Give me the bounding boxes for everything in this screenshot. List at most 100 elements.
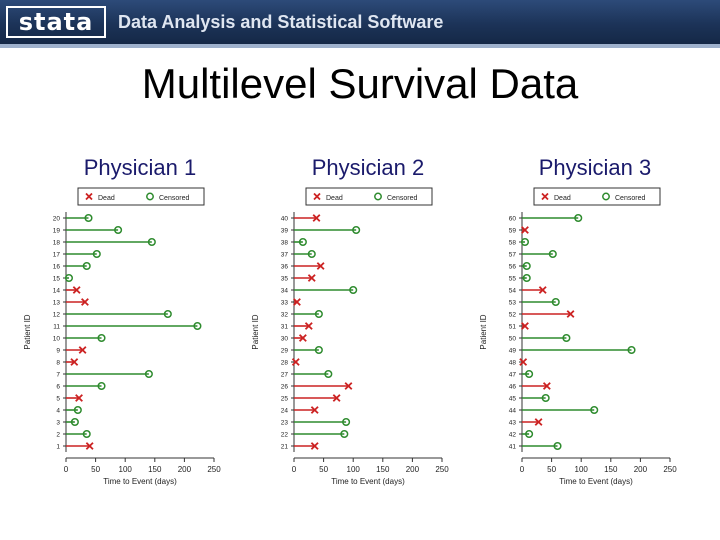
p2-x-axis-label: Time to Event (days) bbox=[331, 477, 405, 486]
p3-patient-54-dead-marker bbox=[538, 286, 547, 294]
p2-y-tick-label-26: 26 bbox=[281, 384, 289, 391]
p3-y-tick-label-42: 42 bbox=[509, 432, 517, 439]
p2-patient-33-dead-marker bbox=[293, 298, 301, 306]
p2-patient-39-censored-marker bbox=[352, 225, 361, 235]
p2-patient-25-dead-marker bbox=[332, 394, 341, 402]
p3-y-tick-label-50: 50 bbox=[509, 336, 517, 343]
p2-y-tick-label-27: 27 bbox=[281, 372, 289, 379]
p2-patient-28-dead-marker bbox=[291, 358, 300, 366]
p3-x-tick-label-0: 0 bbox=[520, 465, 525, 474]
p2-patient-40-dead-marker bbox=[312, 214, 321, 222]
p2-y-tick-label-34: 34 bbox=[281, 288, 289, 295]
p3-x-tick-label-5: 250 bbox=[663, 465, 677, 474]
slide-title: Multilevel Survival Data bbox=[141, 60, 579, 107]
p2-x-tick-label-4: 200 bbox=[406, 465, 420, 474]
p3-patient-51-dead-marker-stroke-b bbox=[521, 322, 529, 330]
p3-patient-47-censored-marker bbox=[525, 369, 534, 379]
p1-x-tick-label-5: 250 bbox=[207, 465, 221, 474]
p3-patient-53-censored-marker bbox=[551, 297, 560, 307]
p1-y-tick-label-7: 7 bbox=[56, 372, 60, 379]
p3-patient-45-censored-marker bbox=[541, 393, 550, 403]
p1-x-tick-label-3: 150 bbox=[148, 465, 162, 474]
physician-1-title: Physician 1 bbox=[83, 155, 197, 180]
p2-patient-24-dead-marker-stroke-b bbox=[310, 406, 319, 414]
p3-y-axis-label: Patient ID bbox=[479, 314, 488, 349]
p1-y-tick-label-18: 18 bbox=[53, 240, 61, 247]
p2-patient-26-dead-marker bbox=[344, 382, 353, 390]
p2-patient-28-dead-marker-stroke-b bbox=[291, 358, 300, 366]
p1-y-tick-label-2: 2 bbox=[56, 432, 60, 439]
p2-y-tick-label-23: 23 bbox=[281, 420, 289, 427]
p3-legend-dead-label: Dead bbox=[554, 195, 571, 202]
p3-legend-censored-label: Censored bbox=[615, 195, 645, 202]
p2-patient-27-censored-marker bbox=[324, 369, 333, 379]
p3-patient-60-censored-marker bbox=[574, 213, 583, 223]
p3-y-tick-label-43: 43 bbox=[509, 420, 517, 427]
p3-patient-43-dead-marker-stroke-b bbox=[534, 418, 543, 426]
p1-y-tick-label-4: 4 bbox=[56, 408, 60, 415]
p2-x-tick-label-2: 100 bbox=[347, 465, 361, 474]
p1-patient-20-censored-marker bbox=[84, 213, 93, 223]
p2-patient-29-censored-marker bbox=[314, 345, 323, 355]
p3-y-tick-label-59: 59 bbox=[509, 228, 517, 235]
p3-patient-58-censored-marker bbox=[520, 237, 530, 247]
p2-patient-33-dead-marker-stroke-b bbox=[293, 298, 301, 306]
p2-y-tick-label-36: 36 bbox=[281, 264, 289, 271]
p2-patient-36-dead-marker-stroke-b bbox=[316, 262, 325, 270]
p3-x-tick-label-4: 200 bbox=[634, 465, 648, 474]
p1-y-tick-label-5: 5 bbox=[56, 396, 60, 403]
p2-patient-30-dead-marker bbox=[298, 334, 307, 342]
header-tagline: Data Analysis and Statistical Software bbox=[118, 12, 444, 32]
p2-x-tick-label-1: 50 bbox=[319, 465, 328, 474]
p3-y-tick-label-57: 57 bbox=[509, 252, 517, 259]
p3-patient-52-dead-marker bbox=[566, 310, 575, 318]
p2-y-tick-label-33: 33 bbox=[281, 300, 289, 307]
p1-patient-12-censored-marker bbox=[163, 309, 172, 319]
p1-x-axis-label: Time to Event (days) bbox=[103, 477, 177, 486]
p3-patient-50-censored-marker bbox=[562, 333, 571, 343]
stata-logo: stata bbox=[6, 6, 106, 38]
p3-y-tick-label-44: 44 bbox=[509, 408, 517, 415]
p3-patient-41-censored-marker bbox=[553, 441, 562, 451]
p2-patient-38-censored-marker bbox=[298, 237, 307, 247]
p3-patient-48-dead-marker-stroke-b bbox=[519, 358, 528, 366]
p2-legend-censored-label: Censored bbox=[387, 195, 417, 202]
p2-legend-dead-marker bbox=[313, 192, 321, 201]
physician-3-chart: Dead Censored 0 50 100 150 200 250 Time to Event… bbox=[479, 187, 677, 486]
p3-patient-55-censored-marker bbox=[522, 273, 531, 283]
p3-patient-42-censored-marker bbox=[525, 429, 534, 439]
p1-patient-13-dead-marker bbox=[81, 298, 89, 306]
p2-patient-32-censored-marker bbox=[314, 309, 323, 319]
p3-y-tick-label-47: 47 bbox=[509, 372, 517, 379]
p3-patient-46-dead-marker bbox=[542, 382, 551, 390]
p1-legend-dead-marker bbox=[85, 192, 93, 201]
p2-y-tick-label-40: 40 bbox=[281, 216, 289, 223]
p2-legend: Dead Censored bbox=[305, 187, 433, 206]
p1-y-tick-label-11: 11 bbox=[53, 324, 60, 331]
p2-x-tick-label-5: 250 bbox=[435, 465, 449, 474]
p1-patient-13-dead-marker-stroke-b bbox=[81, 298, 89, 306]
p2-patient-30-dead-marker-stroke-b bbox=[298, 334, 307, 342]
p3-patient-57-censored-marker bbox=[548, 249, 557, 259]
p1-x-tick-label-2: 100 bbox=[119, 465, 133, 474]
p3-y-tick-label-58: 58 bbox=[509, 240, 517, 247]
p3-legend-dead-marker bbox=[541, 192, 549, 201]
physician-2-title: Physician 2 bbox=[311, 155, 425, 180]
p1-patient-4-censored-marker bbox=[73, 405, 82, 415]
p2-y-tick-label-38: 38 bbox=[281, 240, 289, 247]
p1-y-tick-label-12: 12 bbox=[53, 312, 61, 319]
p1-y-tick-label-9: 9 bbox=[56, 348, 60, 355]
p2-patient-34-censored-marker bbox=[349, 285, 358, 295]
p2-y-tick-label-28: 28 bbox=[281, 360, 289, 367]
p3-y-tick-label-53: 53 bbox=[509, 300, 517, 307]
p3-patient-49-censored-marker bbox=[627, 345, 636, 355]
p1-legend-box bbox=[77, 187, 205, 206]
p3-y-tick-label-54: 54 bbox=[509, 288, 517, 295]
p3-x-tick-label-2: 100 bbox=[575, 465, 589, 474]
p3-patient-44-censored-marker bbox=[590, 405, 599, 415]
p1-x-tick-label-0: 0 bbox=[64, 465, 69, 474]
p2-patient-24-dead-marker bbox=[310, 406, 319, 414]
p1-x-tick-label-4: 200 bbox=[178, 465, 192, 474]
p2-patient-25-dead-marker-stroke-b bbox=[332, 394, 341, 402]
p1-patient-16-censored-marker bbox=[82, 261, 91, 271]
